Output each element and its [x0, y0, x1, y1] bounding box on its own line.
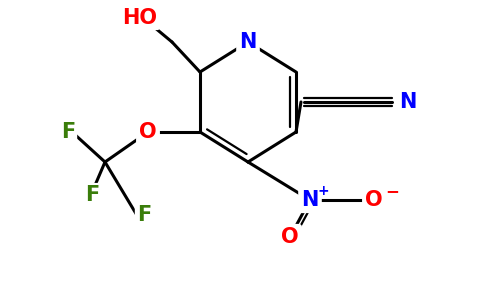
- Text: F: F: [61, 122, 75, 142]
- Text: F: F: [85, 185, 99, 205]
- Text: N: N: [302, 190, 318, 210]
- Text: O: O: [139, 122, 157, 142]
- Text: O: O: [365, 190, 383, 210]
- Text: N: N: [239, 32, 257, 52]
- Text: F: F: [137, 205, 151, 225]
- Text: HO: HO: [122, 8, 157, 28]
- Text: N: N: [399, 92, 417, 112]
- Text: O: O: [281, 227, 299, 247]
- Text: +: +: [317, 184, 329, 198]
- Text: −: −: [385, 182, 399, 200]
